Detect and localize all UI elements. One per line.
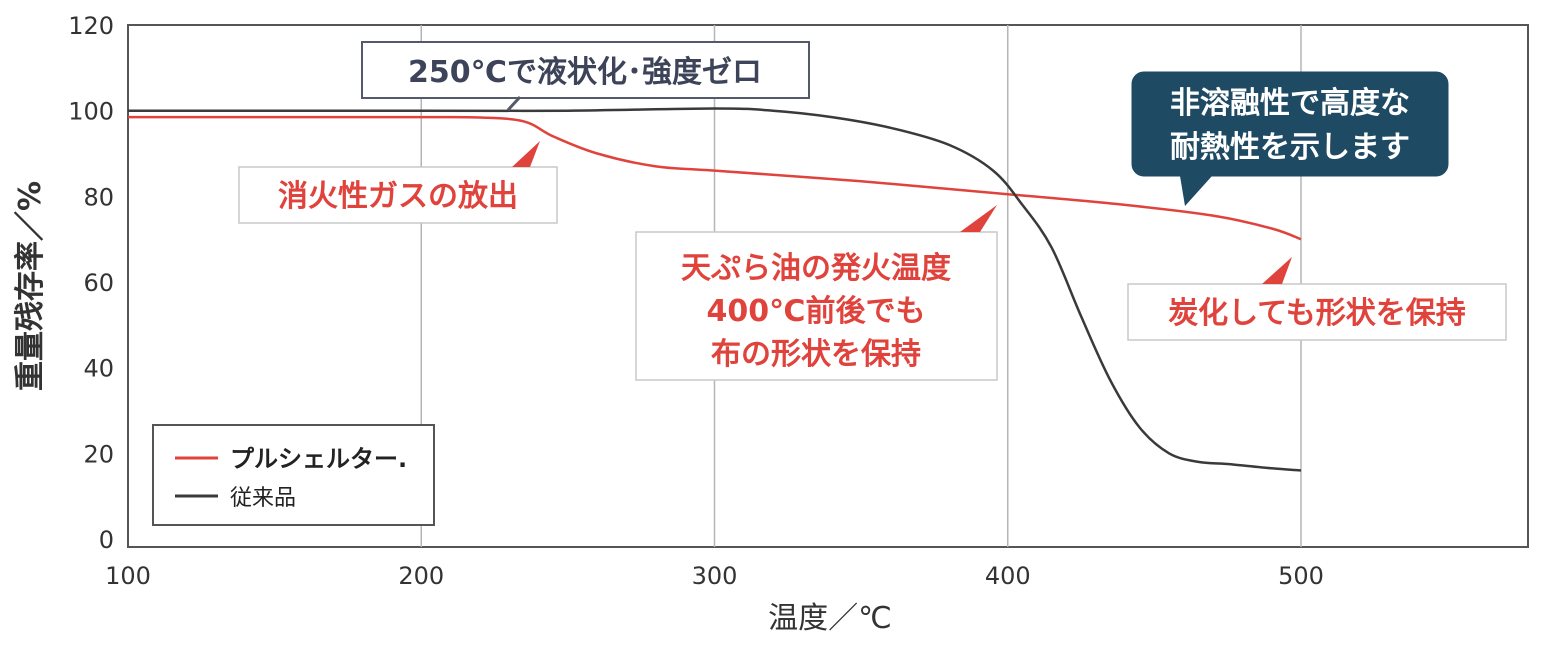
- annotation-gas-release-text: 消火性ガスの放出: [278, 179, 518, 214]
- annotation-liquefaction-text: 250℃で液状化･強度ゼロ: [408, 55, 762, 90]
- annotation-carbonized-text: 炭化しても形状を保持: [1168, 296, 1466, 331]
- y-tick-label: 120: [68, 12, 114, 40]
- legend-label-0: プルシェルター.: [230, 445, 407, 473]
- legend-box: [152, 424, 435, 526]
- x-tick-label: 300: [692, 562, 738, 590]
- annotation-gas-release: 消火性ガスの放出: [238, 141, 558, 224]
- annotation-tempura-oil-line-3: 布の形状を保持: [711, 337, 921, 372]
- annotation-heat-resistance-line-1: 非溶融性で高度な: [1170, 86, 1410, 121]
- annotation-heat-resistance: 非溶融性で高度な 耐熱性を示します: [1131, 71, 1449, 206]
- annotation-tempura-oil-line-2: 400℃前後でも: [707, 294, 926, 329]
- series-lines: [127, 107, 1302, 472]
- x-tick-label: 400: [985, 562, 1031, 590]
- y-axis-label: 重量残存率／%: [13, 181, 48, 391]
- y-tick-label: 20: [83, 440, 114, 468]
- x-tick-labels: 100 200 300 400 500: [105, 562, 1324, 590]
- x-axis-label: 温度／℃: [768, 601, 892, 636]
- y-tick-label: 40: [83, 355, 114, 383]
- legend: プルシェルター. 従来品: [152, 424, 435, 526]
- legend-label-1: 従来品: [230, 486, 296, 511]
- annotation-tempura-oil-line-1: 天ぷら油の発火温度: [681, 251, 951, 286]
- series-line-1: [127, 107, 1302, 472]
- annotation-tempura-oil: 天ぷら油の発火温度 400℃前後でも 布の形状を保持: [635, 205, 998, 381]
- annotation-carbonized: 炭化しても形状を保持: [1127, 257, 1507, 341]
- y-tick-labels: 0 20 40 60 80 100 120: [68, 12, 114, 554]
- annotation-liquefaction: 250℃で液状化･強度ゼロ: [361, 41, 810, 112]
- x-tick-label: 500: [1278, 562, 1324, 590]
- y-tick-label: 0: [99, 526, 114, 554]
- x-tick-label: 100: [105, 562, 151, 590]
- annotation-heat-resistance-line-2: 耐熱性を示します: [1170, 130, 1410, 165]
- y-tick-label: 60: [83, 269, 114, 297]
- x-tick-label: 200: [398, 562, 444, 590]
- y-tick-label: 100: [68, 98, 114, 126]
- series-line-0: [128, 115, 1302, 241]
- y-tick-label: 80: [83, 183, 114, 211]
